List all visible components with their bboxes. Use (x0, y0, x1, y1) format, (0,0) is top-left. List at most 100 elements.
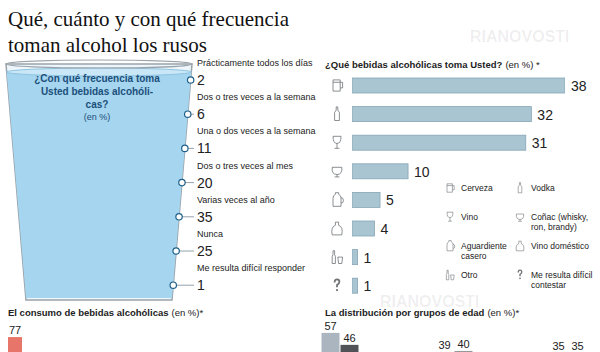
icon-part (333, 136, 341, 143)
bars (352, 78, 565, 293)
category-label: Me resulta difícil responder (197, 263, 305, 273)
title: La distribución por grupos de edad (325, 307, 485, 318)
value-label: 35 (571, 340, 583, 352)
legend-line: contestar (531, 280, 566, 290)
icon-part (335, 279, 340, 287)
icon-part (452, 186, 454, 190)
bars (8, 337, 22, 352)
bar (352, 250, 358, 265)
legend-label: Otro (461, 270, 478, 280)
icon-part (518, 270, 522, 276)
icon (332, 222, 342, 235)
bar-labels: 383231105411 (364, 78, 587, 294)
icon (333, 193, 343, 207)
value-label: 1 (364, 278, 372, 294)
bar (352, 164, 408, 179)
value-label: 35 (552, 340, 564, 352)
marker-dot (176, 214, 182, 220)
page: RIANOVOSTIRIANOVOSTIRIANOVOSTIQué, cuánt… (0, 0, 600, 352)
bar (352, 221, 374, 236)
value-label: 32 (537, 107, 553, 123)
icon (335, 279, 340, 291)
legend-line: Vodka (531, 183, 555, 193)
category-label: Dos o tres veces a la semana (197, 92, 316, 102)
chart-title: El consumo de bebidas alcohólicas(en %)* (8, 307, 203, 318)
icon-part (338, 257, 343, 263)
question: ¿Con qué frecuencia toma (34, 73, 160, 85)
subtitle: (en %)* (172, 307, 204, 318)
bar (8, 337, 22, 352)
marker-dot (173, 248, 179, 254)
icon-part (335, 107, 340, 121)
marker-dot (170, 282, 176, 288)
legend-line: Vino doméstico (531, 241, 589, 251)
subtitle: (en %)* (487, 307, 519, 318)
icon-part (447, 184, 452, 192)
value-label: 2 (197, 72, 205, 88)
icon (335, 107, 340, 121)
icon (518, 270, 522, 279)
value-label: 39 (438, 339, 450, 351)
title-line: Qué, cuánto y con qué frecuencia (8, 7, 290, 31)
subtitle: (en %) * (505, 59, 540, 70)
bar (352, 78, 565, 93)
value-label: 1 (364, 250, 372, 266)
icon-part (332, 222, 342, 235)
frequency-glass: ¿Con qué frecuencia tomaUsted bebidas al… (6, 58, 316, 300)
icon-part (447, 212, 453, 217)
icon (447, 241, 455, 251)
watermark: RIANOVOSTI (470, 28, 570, 45)
icon (518, 183, 522, 193)
icon-part (341, 198, 343, 204)
icon-part (448, 218, 452, 222)
value-label: 46 (343, 332, 355, 344)
icon-part (453, 244, 455, 248)
legend: Cerveza Vodka Vino Coñac (whisky,ron, brand… (446, 183, 592, 290)
value-label: 5 (386, 192, 394, 208)
legend-line: ron, brandy) (531, 222, 577, 232)
marker-dot (185, 111, 191, 117)
legend-line: Aguardiente (461, 241, 507, 251)
glass (6, 64, 192, 300)
category-label: Nunca (197, 229, 223, 239)
icon-part (519, 277, 521, 279)
title-line: toman alcohol los rusos (8, 33, 207, 57)
icon (447, 184, 454, 192)
icon (332, 167, 342, 177)
icon-part (516, 214, 523, 219)
legend-line: casero (461, 251, 487, 261)
legend-line: Otro (461, 270, 478, 280)
icon-part (516, 241, 524, 251)
icon-part (332, 167, 342, 174)
icon-part (518, 219, 522, 221)
legend-line: Vino (461, 212, 478, 222)
bar-labels: 77 (9, 324, 21, 336)
bar (322, 333, 340, 352)
legend-label: Vino (461, 212, 478, 222)
legend-line: Me resulta difícil (531, 270, 593, 280)
question-unit: (en %) (84, 112, 111, 122)
bar-chart-2: El consumo de bebidas alcohólicas(en %)*… (8, 307, 203, 352)
icon (333, 136, 341, 148)
icon (516, 214, 523, 221)
legend-line: Cerveza (461, 183, 493, 193)
value-label: 4 (380, 221, 388, 237)
question: Usted bebidas alcohóli- (41, 86, 153, 97)
title: El consumo de bebidas alcohólicas (8, 307, 169, 318)
icon-part (332, 251, 335, 264)
marker-dot (179, 179, 185, 185)
bar (455, 351, 473, 352)
icon-part (333, 82, 340, 83)
icon (333, 80, 343, 91)
legend-line: Coñac (whisky, (531, 212, 588, 222)
legend-label: Aguardientecasero (461, 241, 507, 261)
value-label: 57 (324, 320, 336, 332)
title: ¿Qué bebidas alcohólicas toma Usted? (325, 59, 503, 70)
icon-part (340, 82, 342, 88)
question: cas? (86, 99, 109, 110)
value-label: 25 (197, 243, 213, 259)
bar (352, 135, 526, 150)
value-label: 38 (571, 78, 587, 94)
category-label: Varias veces al año (197, 195, 275, 205)
legend-label: Cerveza (461, 183, 493, 193)
